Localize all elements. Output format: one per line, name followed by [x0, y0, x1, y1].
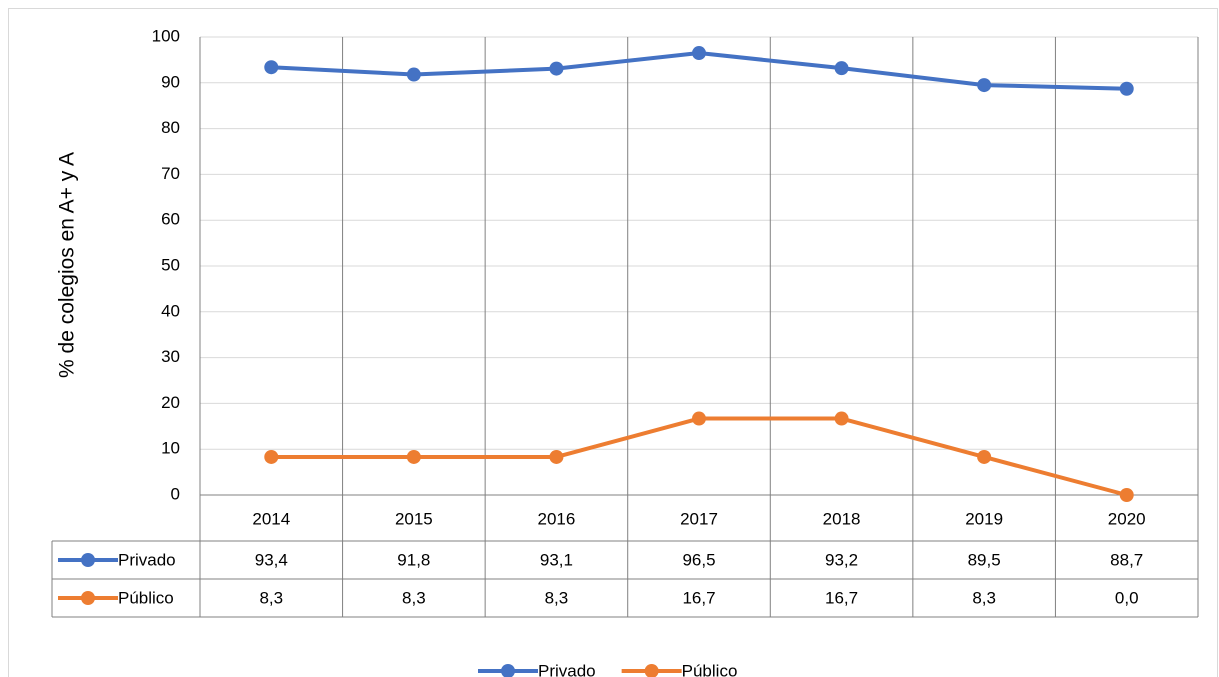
series-line [271, 416, 1128, 497]
y-tick-label: 20 [161, 393, 180, 412]
table-value: 16,7 [682, 588, 715, 607]
y-tick-label: 50 [161, 255, 180, 274]
x-tick-label: 2017 [680, 509, 718, 528]
y-tick-label: 90 [161, 72, 180, 91]
data-point [977, 449, 992, 464]
x-tick-label: 2016 [538, 509, 576, 528]
y-tick-label: 30 [161, 347, 180, 366]
y-tick-label: 80 [161, 118, 180, 137]
data-point [406, 449, 421, 464]
y-tick-label: 100 [152, 26, 180, 45]
table-value: 88,7 [1110, 550, 1143, 569]
x-tick-label: 2020 [1108, 509, 1146, 528]
data-point [1119, 488, 1134, 502]
data-point [549, 449, 564, 464]
data-point [549, 61, 564, 76]
table-value: 93,1 [540, 550, 573, 569]
table-value: 8,3 [972, 588, 996, 607]
y-axis-label: % de colegios en A+ y A [56, 152, 79, 378]
table-value: 8,3 [545, 588, 569, 607]
legend-key [644, 664, 659, 677]
y-tick-label: 10 [161, 439, 180, 458]
data-point [1119, 81, 1134, 96]
legend-key [81, 553, 95, 567]
x-tick-label: 2019 [965, 509, 1003, 528]
x-tick-label: 2015 [395, 509, 433, 528]
table-value: 91,8 [397, 550, 430, 569]
table-value: 0,0 [1115, 588, 1139, 607]
table-value: 8,3 [402, 588, 426, 607]
y-tick-label: 40 [161, 301, 180, 320]
legend-label: Público [682, 661, 738, 677]
table-value: 16,7 [825, 588, 858, 607]
legend-key [81, 591, 95, 605]
table-value: 89,5 [968, 550, 1001, 569]
table-row-label: Público [118, 588, 174, 607]
table-row-label: Privado [118, 550, 176, 569]
table-value: 93,4 [255, 550, 288, 569]
y-tick-label: 70 [161, 164, 180, 183]
y-tick-label: 60 [161, 210, 180, 229]
chart-border [8, 8, 1218, 677]
legend-label: Privado [538, 661, 596, 677]
y-tick-label: 0 [171, 484, 180, 503]
data-point [977, 78, 992, 93]
data-point [406, 67, 421, 82]
table-value: 96,5 [682, 550, 715, 569]
data-point [264, 449, 279, 464]
data-point [834, 411, 849, 426]
legend-key [501, 664, 515, 677]
table-value: 93,2 [825, 550, 858, 569]
data-point [834, 61, 849, 76]
data-point [692, 46, 706, 61]
data-point [264, 60, 279, 75]
data-point [692, 411, 706, 426]
x-tick-label: 2014 [252, 509, 290, 528]
table-value: 8,3 [259, 588, 283, 607]
x-tick-label: 2018 [823, 509, 861, 528]
